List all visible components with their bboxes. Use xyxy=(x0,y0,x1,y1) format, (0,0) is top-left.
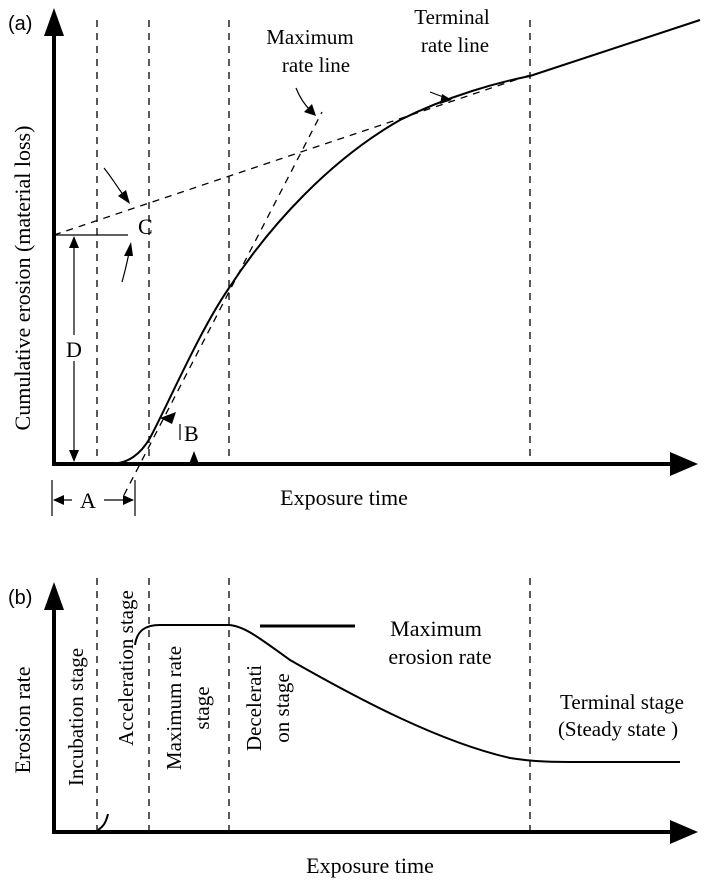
marker-c-arrowhead xyxy=(124,242,133,256)
panel-a-label: (a) xyxy=(8,13,32,35)
panel-b-y-axis-label: Erosion rate xyxy=(10,667,35,774)
panel-b: (b) Maximum erosion rate Incubation stag… xyxy=(8,578,698,878)
bracket-d-arrow-up xyxy=(69,236,79,248)
marker-d: D xyxy=(66,337,82,362)
max-rate-label-2: erosion rate xyxy=(388,644,491,669)
panel-a-stage-lines xyxy=(96,20,531,464)
terminal-rate-line-label-1: Terminal xyxy=(414,5,490,29)
erosion-rate-incubation-tick xyxy=(97,813,109,831)
panel-a-y-arrowhead xyxy=(44,8,64,36)
panel-a-x-axis-label: Exposure time xyxy=(280,485,408,510)
maximum-rate-line-pointer-head xyxy=(304,104,316,116)
bracket-a-arrow-right xyxy=(123,495,134,505)
marker-b: B xyxy=(184,421,199,446)
panel-b-axes xyxy=(44,582,698,844)
panel-a-y-axis-label: Cumulative erosion (material loss) xyxy=(10,126,35,431)
panel-a: (a) D xyxy=(8,5,701,516)
terminal-rate-line-pointer-head xyxy=(440,94,452,104)
terminal-line-pointer-head xyxy=(118,190,130,204)
erosion-rate-curve xyxy=(134,624,680,763)
marker-c: C xyxy=(138,214,153,239)
maximum-rate-line xyxy=(123,111,323,496)
cumulative-erosion-curve xyxy=(54,19,701,465)
bracket-d-label-bg xyxy=(58,335,90,361)
maximum-rate-line-label-2: rate line xyxy=(282,53,350,77)
stage-deceleration-1: Decelerati xyxy=(242,665,266,751)
marker-a: A xyxy=(80,488,96,513)
terminal-rate-line-label-2: rate line xyxy=(421,33,489,57)
panel-a-axes xyxy=(44,8,698,476)
stage-terminal-1: Terminal stage xyxy=(560,690,684,714)
panel-b-x-axis-label: Exposure time xyxy=(306,853,434,878)
bracket-d: D xyxy=(54,234,128,462)
stage-acceleration: Acceleration stage xyxy=(114,590,138,746)
marker-b-arrow-curve xyxy=(160,412,176,424)
maximum-rate-line-pointer xyxy=(295,87,311,111)
marker-b-arrow-axis xyxy=(189,451,199,464)
panel-b-y-arrowhead xyxy=(44,582,64,610)
stage-incubation: Incubation stage xyxy=(64,648,88,786)
panel-b-x-arrowhead xyxy=(670,820,698,844)
stage-maximum-rate-2: stage xyxy=(190,686,214,729)
bracket-a: A xyxy=(51,480,136,516)
max-rate-label-1: Maximum xyxy=(390,616,482,641)
stage-maximum-rate-1: Maximum rate xyxy=(162,646,186,770)
bracket-a-arrow-left xyxy=(53,495,64,505)
terminal-rate-line xyxy=(53,74,531,236)
panel-b-stage-lines xyxy=(96,578,531,832)
panel-a-x-arrowhead xyxy=(670,452,698,476)
stage-deceleration-2: on stage xyxy=(270,673,294,742)
stage-terminal-2: (Steady state ) xyxy=(558,717,678,741)
terminal-line-pointer xyxy=(103,167,125,197)
panel-b-label: (b) xyxy=(8,587,32,609)
bracket-d-arrow-down xyxy=(69,450,79,462)
maximum-rate-line-label-1: Maximum xyxy=(266,25,354,49)
